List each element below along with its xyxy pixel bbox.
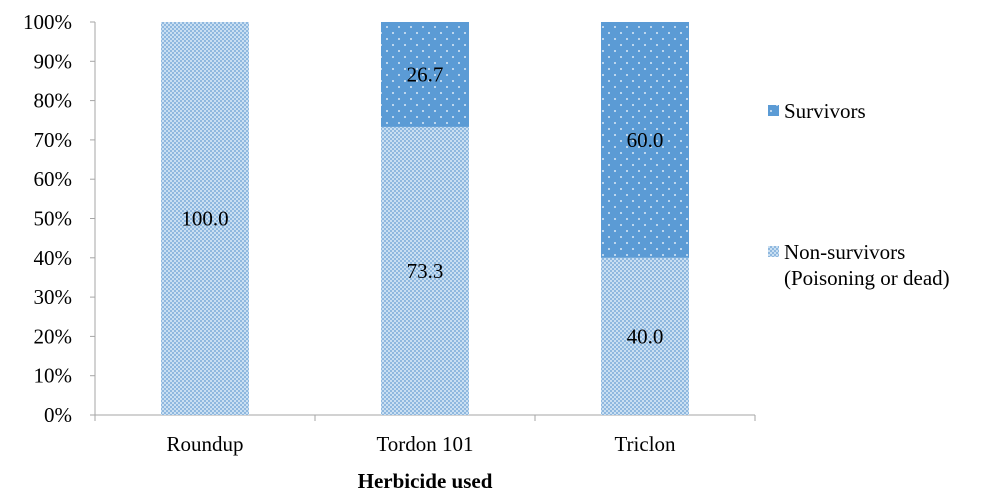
data-labels: 100.0 73.3 26.7 40.0 60.0: [181, 62, 663, 348]
legend-label: Survivors: [784, 99, 866, 123]
legend-label: (Poisoning or dead): [784, 266, 950, 290]
data-label: 60.0: [627, 128, 664, 152]
bar-segment-survivors: [381, 22, 469, 127]
y-tick-label: 90%: [34, 49, 73, 73]
bar-segment-non-survivors: [381, 126, 469, 415]
y-tick-label: 80%: [34, 89, 73, 113]
y-tick-label: 0%: [44, 403, 72, 427]
y-tick-label: 30%: [34, 285, 73, 309]
bar-segment-non-survivors: [161, 22, 249, 415]
y-tick-label: 20%: [34, 324, 73, 348]
bars: [161, 22, 689, 415]
x-tick-label: Roundup: [166, 432, 243, 456]
y-axis: 0% 10% 20% 30% 40% 50% 60% 70% 80% 90% 100%: [23, 10, 96, 427]
x-tick-label: Triclon: [614, 432, 676, 456]
legend-label: Non-survivors: [784, 240, 905, 264]
y-tick-label: 60%: [34, 167, 73, 191]
legend-swatch: [768, 105, 779, 116]
y-tick-label: 40%: [34, 246, 73, 270]
data-label: 100.0: [181, 207, 228, 231]
x-axis-title: Herbicide used: [358, 469, 493, 493]
bar-segment-non-survivors: [601, 257, 689, 415]
data-label: 40.0: [627, 324, 664, 348]
data-label: 73.3: [407, 259, 444, 283]
x-axis: Roundup Tordon 101 Triclon: [94, 414, 756, 456]
bar-segment-survivors: [601, 22, 689, 258]
legend: Survivors Non-survivors(Poisoning or dead…: [768, 99, 950, 290]
y-tick-label: 50%: [34, 207, 73, 231]
y-tick-label: 10%: [34, 364, 73, 388]
legend-swatch: [768, 246, 779, 257]
data-label: 26.7: [407, 62, 444, 86]
y-tick-label: 70%: [34, 128, 73, 152]
y-tick-label: 100%: [23, 10, 72, 34]
x-tick-label: Tordon 101: [376, 432, 473, 456]
